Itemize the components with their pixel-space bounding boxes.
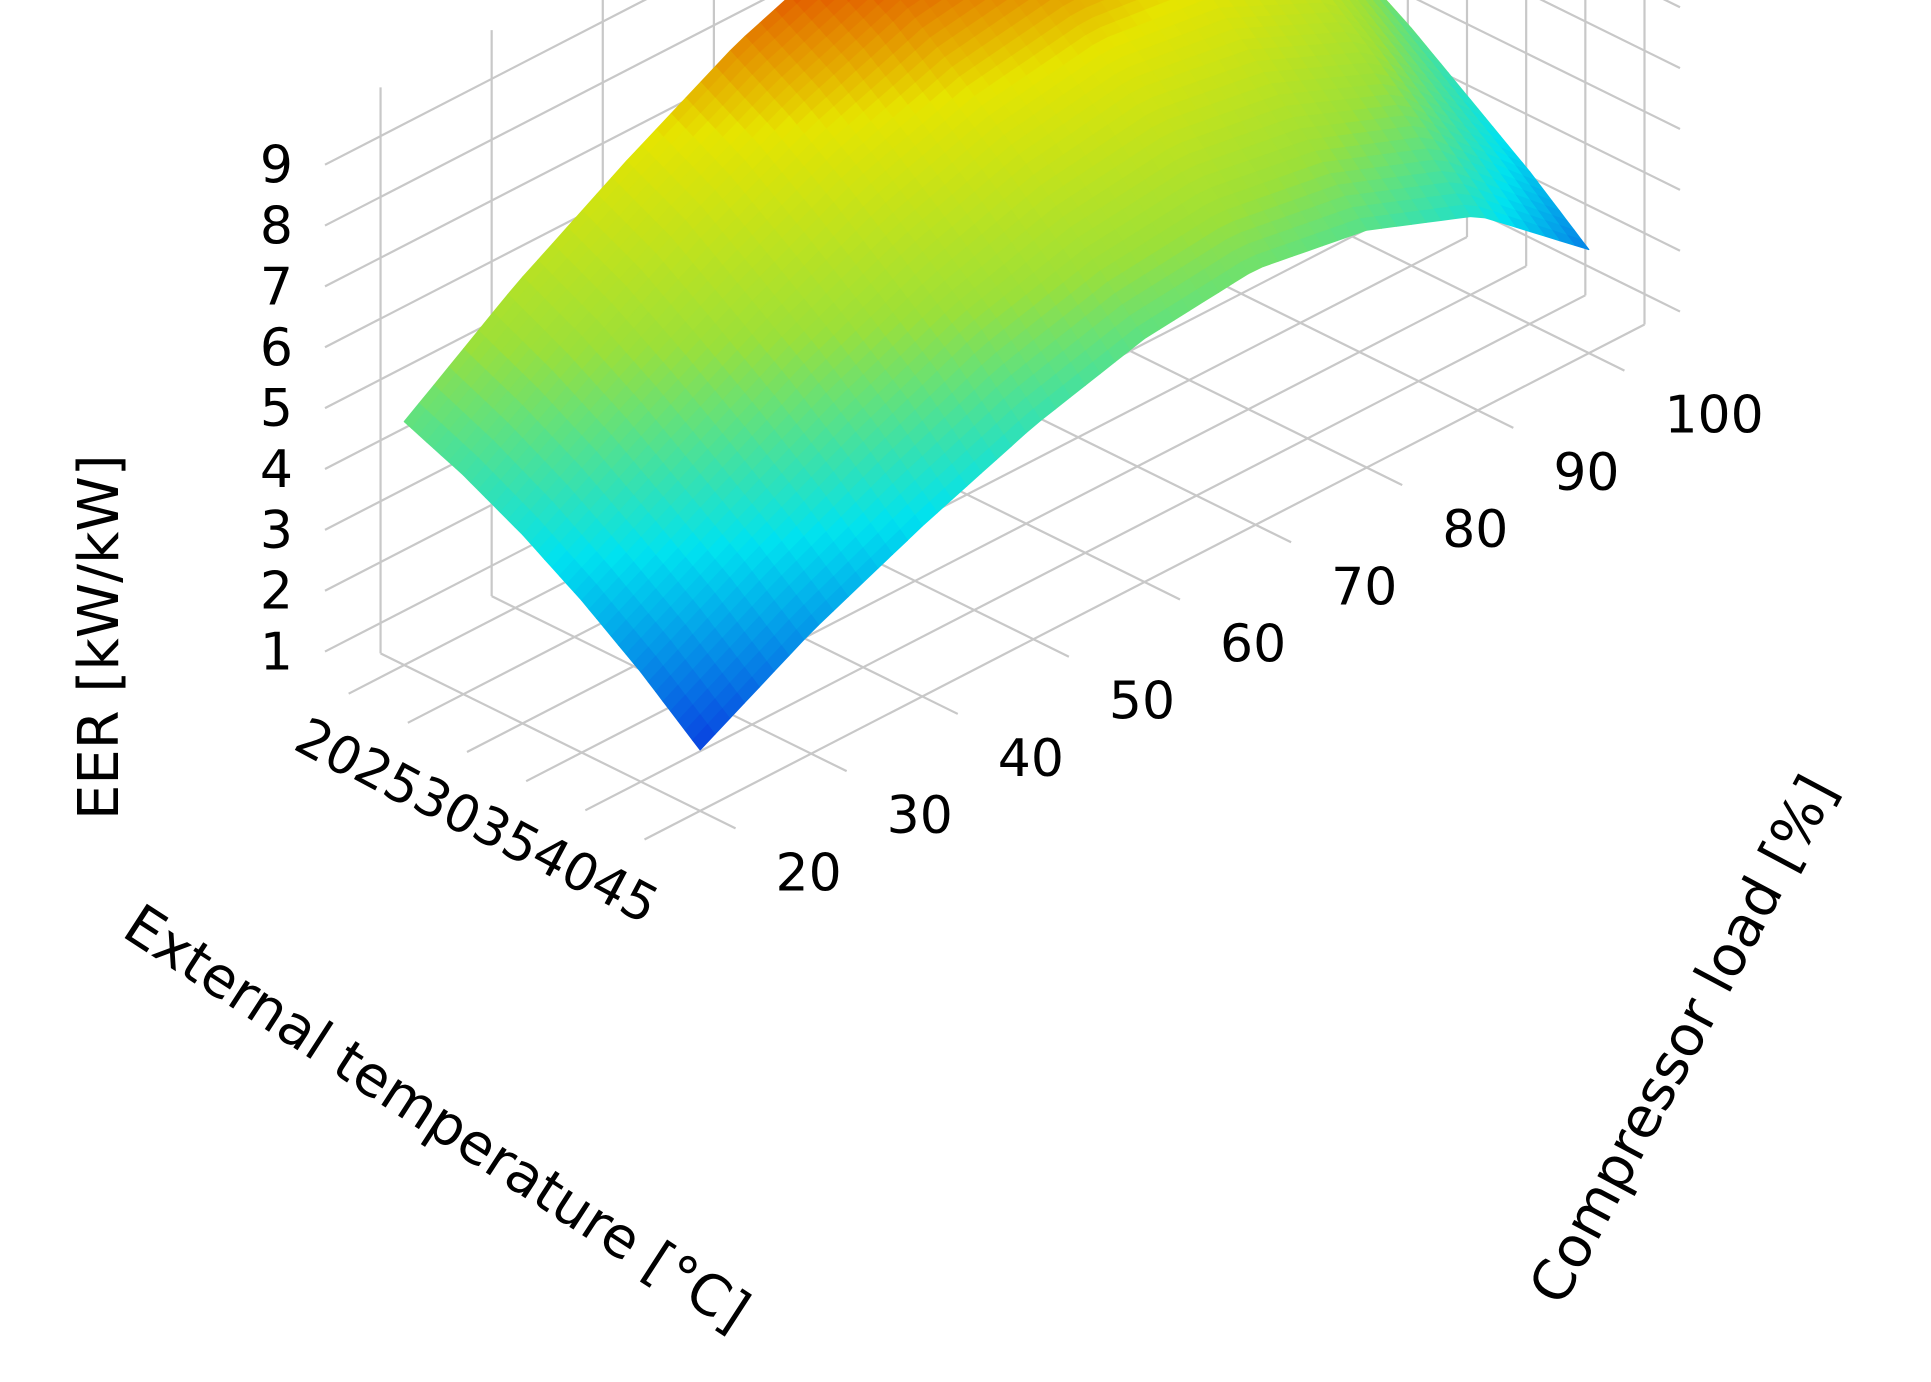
y-axis-title: Compressor load [%] xyxy=(1517,765,1850,1314)
z-tick-label: 4 xyxy=(260,440,293,500)
y-tick-label: 40 xyxy=(998,729,1064,789)
y-tick-label: 90 xyxy=(1553,443,1619,503)
z-tick-label: 9 xyxy=(260,136,293,196)
z-tick-label: 3 xyxy=(260,501,293,561)
y-tick-label: 30 xyxy=(887,786,953,846)
z-tick-label: 5 xyxy=(260,379,293,439)
y-tick-label: 80 xyxy=(1442,500,1508,560)
z-axis-title: EER [kW/kW] xyxy=(67,454,132,820)
z-tick-label: 1 xyxy=(260,623,293,683)
y-tick-label: 100 xyxy=(1664,386,1763,446)
z-tick-label: 2 xyxy=(260,562,293,622)
z-tick-label: 7 xyxy=(260,257,293,317)
x-axis-title: External temperature [°C] xyxy=(112,892,760,1345)
y-tick-label: 70 xyxy=(1331,557,1397,617)
z-tick-label: 8 xyxy=(260,197,293,257)
surface-layer xyxy=(404,0,1589,750)
y-tick-label: 60 xyxy=(1220,615,1286,675)
y-tick-label: 50 xyxy=(1109,672,1175,732)
y-tick-label: 20 xyxy=(776,843,842,903)
z-tick-label: 6 xyxy=(260,318,293,378)
